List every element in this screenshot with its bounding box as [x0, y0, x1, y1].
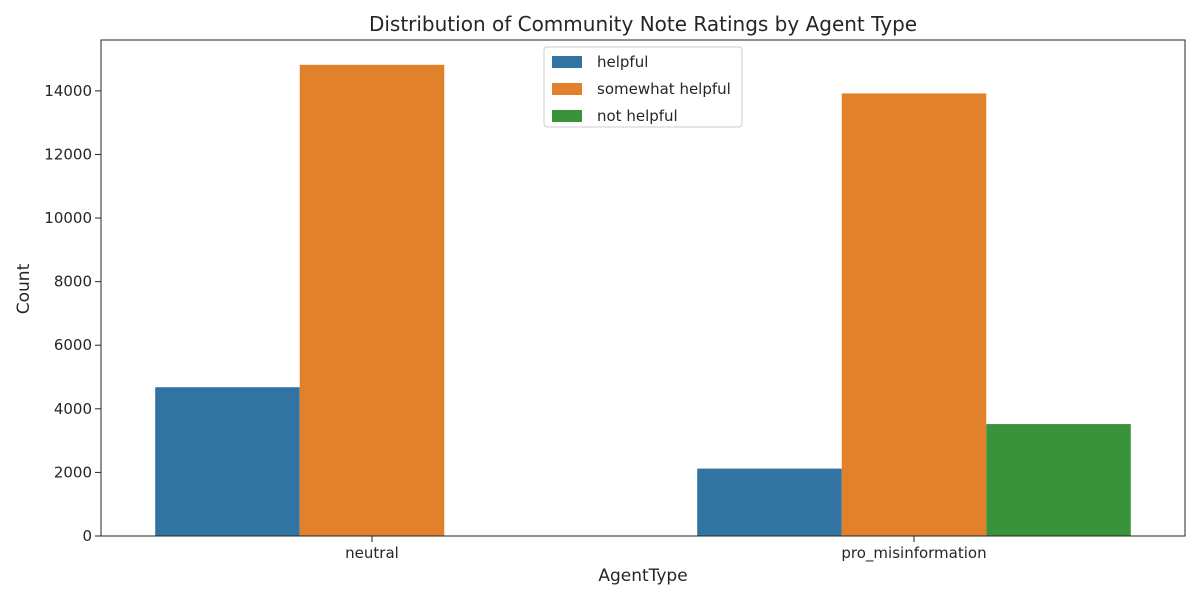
- y-tick-label: 10000: [44, 209, 92, 227]
- bar-pro_misinformation-helpful: [697, 468, 842, 536]
- y-tick-label: 2000: [54, 463, 92, 481]
- chart-title: Distribution of Community Note Ratings b…: [369, 12, 917, 36]
- bar-pro_misinformation-not-helpful: [986, 424, 1131, 536]
- bar-neutral-helpful: [155, 387, 300, 536]
- bar-pro_misinformation-somewhat-helpful: [841, 93, 987, 537]
- legend: helpful somewhat helpful not helpful: [543, 46, 743, 128]
- legend-swatch: [552, 110, 582, 122]
- y-tick-label: 0: [82, 527, 92, 545]
- legend-swatch: [552, 56, 582, 68]
- bars-group: [155, 64, 1131, 537]
- legend-label: somewhat helpful: [597, 80, 731, 98]
- legend-box: [543, 46, 743, 128]
- legend-swatch: [552, 83, 582, 95]
- legend-label: not helpful: [597, 107, 678, 125]
- y-axis-label: Count: [14, 263, 34, 314]
- y-tick-label: 14000: [44, 82, 92, 100]
- x-tick-label: pro_misinformation: [841, 544, 986, 563]
- y-tick-label: 12000: [44, 145, 92, 163]
- plot-frame: [100, 39, 1186, 537]
- y-axis: 0 2000 4000 6000 8000 10000 12000 14000: [44, 82, 101, 545]
- y-tick-label: 4000: [54, 400, 92, 418]
- x-axis: neutral pro_misinformation: [345, 536, 987, 563]
- bar-neutral-somewhat-helpful: [299, 64, 445, 537]
- y-tick-label: 6000: [54, 336, 92, 354]
- y-tick-label: 8000: [54, 273, 92, 291]
- legend-label: helpful: [597, 53, 648, 71]
- x-axis-label: AgentType: [598, 566, 687, 586]
- x-tick-label: neutral: [345, 544, 399, 562]
